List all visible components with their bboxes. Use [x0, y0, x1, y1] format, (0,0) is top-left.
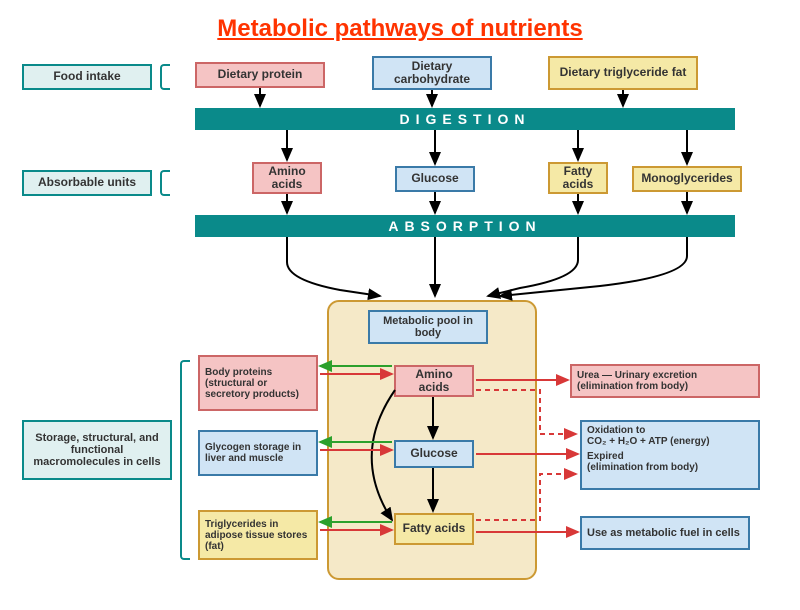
intake-protein: Dietary protein [195, 62, 325, 88]
unit-gl: Glucose [395, 166, 475, 192]
oxid-l2: CO₂ + H₂O + ATP (energy) [587, 436, 710, 447]
right-fuel: Use as metabolic fuel in cells [580, 516, 750, 550]
brace-food [160, 64, 170, 90]
bar-absorption: ABSORPTION [195, 215, 735, 237]
brace-absorb [160, 170, 170, 196]
unit-aa: Amino acids [252, 162, 322, 194]
storage-trig: Triglycerides in adipose tissue stores (… [198, 510, 318, 560]
right-urea: Urea — Urinary excretion (elimination fr… [570, 364, 760, 398]
pool-fa: Fatty acids [394, 513, 474, 545]
brace-storage [180, 360, 190, 560]
oxid-l1: Oxidation to [587, 425, 645, 436]
unit-mg: Monoglycerides [632, 166, 742, 192]
pool-header: Metabolic pool in body [368, 310, 488, 344]
diagram-title: Metabolic pathways of nutrients [160, 15, 640, 43]
unit-fa: Fatty acids [548, 162, 608, 194]
storage-glycogen: Glycogen storage in liver and muscle [198, 430, 318, 476]
bar-digestion: DIGESTION [195, 108, 735, 130]
rowlabel-food: Food intake [22, 64, 152, 90]
oxid-l4: (elimination from body) [587, 462, 698, 473]
pool-gl: Glucose [394, 440, 474, 468]
rowlabel-storage: Storage, structural, and functional macr… [22, 420, 172, 480]
oxid-l3: Expired [587, 451, 624, 462]
intake-trig: Dietary triglyceride fat [548, 56, 698, 90]
rowlabel-absorb: Absorbable units [22, 170, 152, 196]
storage-protein: Body proteins (structural or secretory p… [198, 355, 318, 411]
intake-carb: Dietary carbohydrate [372, 56, 492, 90]
right-oxid: Oxidation to CO₂ + H₂O + ATP (energy) Ex… [580, 420, 760, 490]
pool-aa: Amino acids [394, 365, 474, 397]
